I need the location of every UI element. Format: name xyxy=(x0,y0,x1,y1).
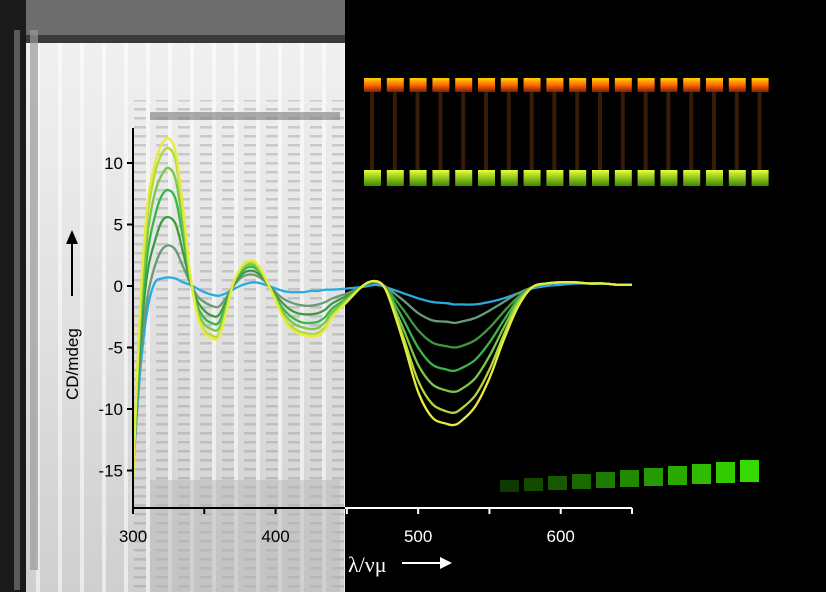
x-ticks: 300 400 500 600 xyxy=(119,508,633,546)
gel-band-upper xyxy=(637,78,655,92)
y-tick-label: -10 xyxy=(98,400,123,419)
gel-smear xyxy=(552,90,557,170)
gel-band-upper xyxy=(364,78,381,92)
gel-smear xyxy=(620,90,625,170)
gel-smear xyxy=(484,90,488,170)
gel-smear xyxy=(506,90,511,170)
gel-smear xyxy=(643,90,648,170)
gel-smear xyxy=(666,90,671,170)
gel-band-lower xyxy=(500,170,518,186)
gel-band-lower xyxy=(751,170,769,186)
gel-smear xyxy=(415,90,420,170)
gel-smear xyxy=(438,90,443,170)
gel-band-bottom xyxy=(668,466,687,485)
gel-band-lower xyxy=(592,170,609,186)
y-axis-label: CD/mdeg xyxy=(63,328,82,400)
gel-band-bottom xyxy=(572,474,591,489)
gel-band-upper xyxy=(614,78,632,92)
gel-band-upper xyxy=(409,78,427,92)
gel-band-bottom xyxy=(692,464,711,484)
x-axis-label-group: λ/νμ xyxy=(348,552,452,577)
gel-band-bottom xyxy=(524,478,543,491)
gel-band-lower xyxy=(683,170,701,186)
y-tick-label: 10 xyxy=(104,154,123,173)
gel-band-lower xyxy=(614,170,632,186)
series-line-1 xyxy=(131,276,633,471)
gel-smear xyxy=(598,90,602,170)
gel-band-bottom xyxy=(500,480,519,492)
x-tick-label: 500 xyxy=(404,527,432,546)
gel-band-bottom xyxy=(716,462,735,483)
gel-band-upper xyxy=(592,78,609,92)
x-axis-label: λ/νμ xyxy=(348,552,387,577)
gel-band-bottom xyxy=(740,460,759,482)
gel-smear xyxy=(575,90,580,170)
gel-band-lower xyxy=(706,170,723,186)
gel-band-upper xyxy=(706,78,723,92)
gel-band-bottom xyxy=(596,472,615,488)
fluorescence-gel-background xyxy=(345,0,826,592)
gel-band-upper xyxy=(569,78,587,92)
gel-smear xyxy=(712,90,716,170)
gel-band-upper xyxy=(500,78,518,92)
gel-band-lower xyxy=(569,170,587,186)
gel-band-lower xyxy=(409,170,427,186)
gel-band-upper xyxy=(455,78,473,92)
gel-band-lower xyxy=(455,170,473,186)
gel-band-upper xyxy=(751,78,769,92)
gel-band-upper xyxy=(546,78,564,92)
series-layer xyxy=(131,136,633,483)
gel-band-lower xyxy=(523,170,541,186)
gel-smear xyxy=(392,90,397,170)
gel-band-lower xyxy=(728,170,746,186)
x-tick-label: 600 xyxy=(547,527,575,546)
gel-band-bottom xyxy=(548,476,567,490)
y-tick-label: 5 xyxy=(114,216,123,235)
gel-band-lower xyxy=(432,170,450,186)
y-tick-label: 0 xyxy=(114,277,123,296)
series-line-7 xyxy=(131,136,633,483)
gel-band-upper xyxy=(478,78,495,92)
gel-band-upper xyxy=(432,78,450,92)
y-tick-label: -15 xyxy=(98,462,123,481)
y-tick-label: -5 xyxy=(108,339,123,358)
y-ticks: 10 5 0 -5 -10 -15 xyxy=(98,154,133,481)
gel-smear xyxy=(529,90,534,170)
gel-band-lower xyxy=(478,170,495,186)
gel-band-upper xyxy=(728,78,746,92)
gel-band-bottom xyxy=(644,468,663,486)
gel-band-upper xyxy=(523,78,541,92)
gel-band-lower xyxy=(364,170,381,186)
x-tick-label: 300 xyxy=(119,527,147,546)
gel-band-upper xyxy=(683,78,701,92)
gel-smear xyxy=(461,90,466,170)
gel-smear xyxy=(689,90,694,170)
gel-band-lower xyxy=(386,170,404,186)
gel-band-lower xyxy=(660,170,678,186)
gel-smear xyxy=(757,90,762,170)
plot-area: 10 5 0 -5 -10 -15 300 400 500 600 CD/mdeg λ/νμ xyxy=(63,128,633,577)
x-axis-arrowhead xyxy=(440,557,452,569)
y-axis-arrowhead xyxy=(66,230,78,244)
gel-band-bottom xyxy=(620,470,639,487)
gel-band-lower xyxy=(637,170,655,186)
x-tick-label: 400 xyxy=(261,527,289,546)
y-axis-label-group: CD/mdeg xyxy=(63,230,82,400)
gel-image-background xyxy=(0,0,345,592)
gel-band-upper xyxy=(660,78,678,92)
gel-smear xyxy=(734,90,739,170)
gel-band-upper xyxy=(386,78,404,92)
gel-smear xyxy=(370,90,374,170)
gel-band-lower xyxy=(546,170,564,186)
